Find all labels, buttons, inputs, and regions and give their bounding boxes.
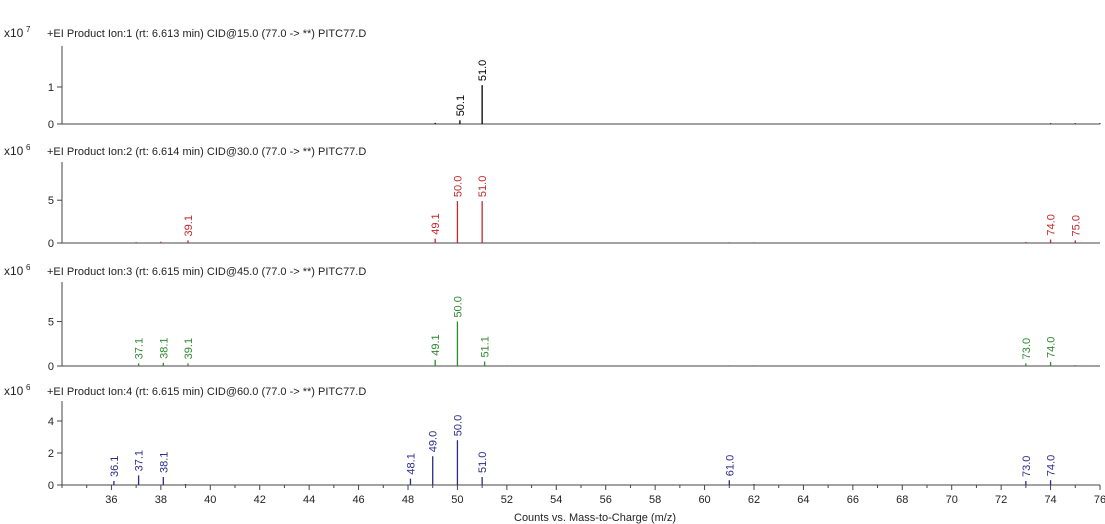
x-tick-label: 46 [352,494,364,506]
peak-label: 61.0 [724,455,736,476]
x-tick-label: 40 [204,494,216,506]
y-exponent-label: x10 [4,384,24,398]
peak-label: 49.0 [428,431,440,452]
y-tick-label: 5 [48,195,54,207]
x-axis-label: Counts vs. Mass-to-Charge (m/z) [514,512,676,524]
y-exponent-power: 6 [26,383,31,392]
panel-header: +EI Product Ion:4 (rt: 6.615 min) CID@60… [47,386,366,398]
peak-label: 38.1 [158,337,170,358]
peak-label: 38.1 [158,452,170,473]
x-tick-label: 68 [896,494,908,506]
y-exponent-power: 6 [26,263,31,272]
peak-label: 75.0 [1070,215,1082,236]
y-tick-label: 0 [48,238,54,250]
y-tick-label: 0 [48,361,54,373]
y-tick-label: 4 [48,416,54,428]
x-tick-label: 44 [303,494,315,506]
x-tick-label: 56 [600,494,612,506]
peak-label: 51.0 [477,60,489,81]
x-tick-label: 54 [550,494,562,506]
y-exponent-label: x10 [4,144,24,158]
peak-label: 37.1 [134,450,146,471]
x-tick-label: 62 [748,494,760,506]
peak-label: 37.1 [134,338,146,359]
x-tick-label: 48 [402,494,414,506]
y-tick-label: 1 [48,82,54,94]
peak-label: 73.0 [1021,338,1033,359]
peak-label: 36.1 [109,456,121,477]
peak-label: 48.1 [405,453,417,474]
x-tick-label: 70 [946,494,958,506]
x-tick-label: 58 [649,494,661,506]
y-tick-label: 0 [48,480,54,492]
peak-label: 51.0 [477,452,489,473]
x-tick-label: 38 [155,494,167,506]
y-tick-label: 2 [48,448,54,460]
peak-label: 74.0 [1046,337,1058,358]
peak-label: 49.1 [430,213,442,234]
panel-header: +EI Product Ion:2 (rt: 6.614 min) CID@30… [47,146,366,158]
y-exponent-label: x10 [4,26,24,40]
peak-label: 74.0 [1046,214,1058,235]
x-tick-label: 64 [797,494,809,506]
y-tick-label: 5 [48,317,54,329]
x-tick-label: 72 [995,494,1007,506]
panel-header: +EI Product Ion:3 (rt: 6.615 min) CID@45… [47,266,366,278]
peak-label: 50.0 [452,415,464,436]
y-tick-label: 0 [48,119,54,131]
x-tick-label: 76 [1094,494,1105,506]
x-tick-label: 60 [698,494,710,506]
y-exponent-label: x10 [4,264,24,278]
x-tick-label: 50 [451,494,463,506]
peak-label: 74.0 [1046,455,1058,476]
peak-label: 39.1 [183,338,195,359]
peak-label: 51.1 [480,336,492,357]
x-tick-label: 66 [847,494,859,506]
x-tick-label: 74 [1044,494,1056,506]
peak-label: 39.1 [183,215,195,236]
peak-label: 49.1 [430,334,442,355]
peak-label: 51.0 [477,176,489,197]
x-tick-label: 42 [254,494,266,506]
y-exponent-power: 6 [26,143,31,152]
peak-label: 50.1 [455,95,467,116]
x-tick-label: 52 [501,494,513,506]
peak-label: 73.0 [1021,456,1033,477]
x-tick-label: 36 [105,494,117,506]
peak-label: 50.0 [452,176,464,197]
peak-label: 50.0 [452,296,464,317]
panel-header: +EI Product Ion:1 (rt: 6.613 min) CID@15… [47,28,366,40]
y-exponent-power: 7 [26,25,31,34]
